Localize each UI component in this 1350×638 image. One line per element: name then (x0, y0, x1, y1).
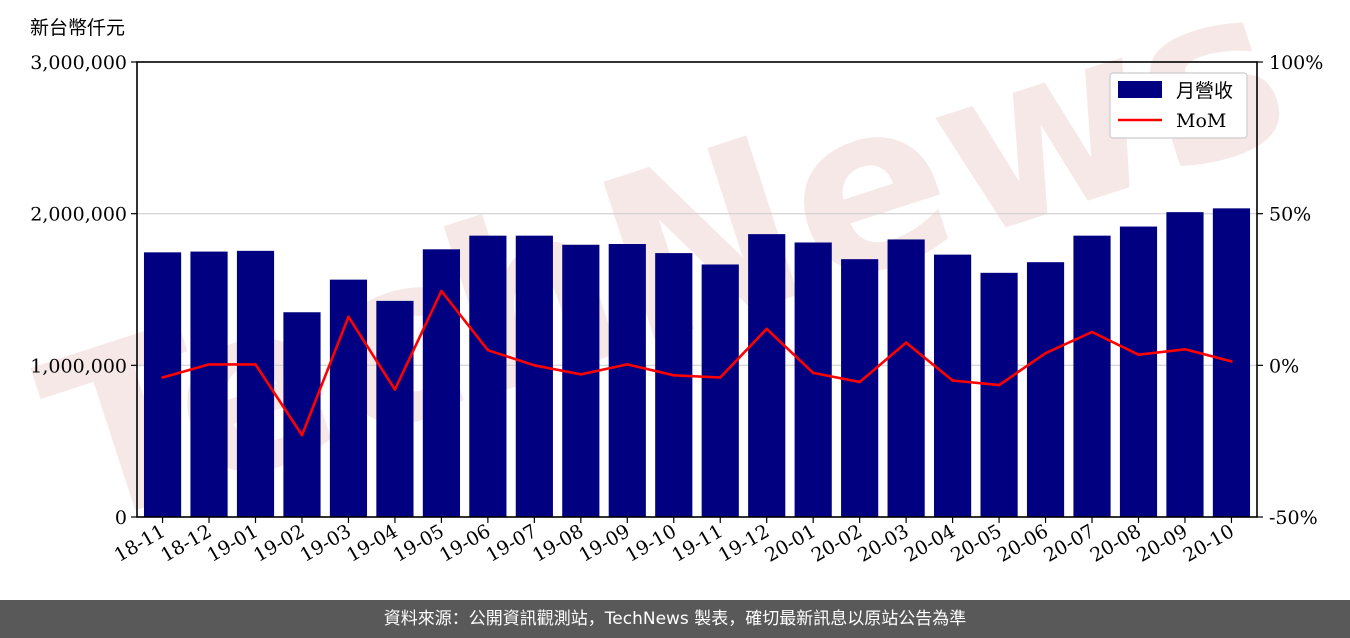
x-tick-label: 20-04 (901, 520, 959, 566)
right-tick-label: -50% (1269, 507, 1318, 529)
bar (980, 272, 1018, 517)
bar (143, 252, 182, 517)
mom-point (300, 433, 304, 437)
mom-line (162, 289, 1232, 437)
right-tick-label: 50% (1269, 204, 1311, 226)
x-tick-label: 20-01 (761, 520, 819, 566)
mom-point (765, 327, 769, 331)
bar (515, 235, 553, 518)
mom-point (440, 289, 443, 293)
x-tick-label: 20-06 (994, 520, 1052, 566)
chart: TechNews01,000,0002,000,0003,000,000-50%… (16, 0, 1324, 580)
plot-frame (136, 61, 1258, 518)
bar (329, 279, 368, 517)
x-tick-label: 19-04 (343, 520, 401, 566)
mom-point (672, 374, 676, 377)
bar (701, 264, 739, 517)
x-tick-label: 20-02 (808, 520, 866, 566)
unit-label: 新台幣仟元 (30, 17, 125, 39)
mom-point (811, 371, 815, 375)
bar (841, 259, 879, 517)
mom-point (207, 363, 211, 366)
x-tick-label: 20-03 (854, 520, 912, 566)
x-tick-label: 19-03 (297, 520, 355, 566)
chart-svg: TechNews01,000,0002,000,0003,000,000-50%… (16, 0, 1324, 580)
mom-point (858, 380, 861, 384)
bar (1073, 235, 1111, 518)
x-tick-label: 20-05 (947, 520, 1005, 566)
bar (469, 235, 507, 518)
mom-point (951, 379, 954, 382)
mom-point (254, 363, 257, 366)
bar (608, 244, 646, 517)
bar (748, 234, 786, 517)
mom-point (393, 388, 397, 391)
bar (376, 300, 414, 517)
mom-point (1137, 353, 1140, 357)
bar (655, 253, 693, 517)
mom-point (625, 363, 629, 366)
x-tick-label: 20-07 (1040, 520, 1098, 566)
mom-point (533, 364, 536, 367)
right-tick-label: 0% (1269, 355, 1299, 377)
mom-point (579, 373, 583, 376)
mom-point (161, 376, 164, 379)
x-tick-label: 19-06 (436, 520, 494, 566)
mom-point (1183, 347, 1187, 351)
bar (1166, 212, 1204, 517)
bar (1119, 226, 1158, 517)
mom-point (997, 383, 1001, 387)
mom-point (904, 341, 908, 344)
mom-point (1230, 360, 1233, 363)
x-tick-label: 19-09 (575, 520, 633, 566)
left-tick-label: 0 (115, 507, 127, 529)
left-tick-label: 2,000,000 (30, 204, 127, 226)
legend-label-bar: 月營收 (1176, 80, 1233, 102)
right-tick-label: 100% (1269, 52, 1323, 74)
x-tick-label: 20-08 (1087, 520, 1145, 566)
bar (562, 244, 600, 517)
bar (422, 249, 460, 517)
bar (190, 251, 228, 518)
legend-label-line: MoM (1176, 110, 1226, 132)
x-tick-label: 19-08 (529, 520, 587, 566)
x-tick-label: 20-09 (1133, 520, 1191, 566)
mom-point (347, 315, 350, 319)
source-footer: 資料來源：公開資訊觀測站，TechNews 製表，確切最新訊息以原站公告為準 (0, 600, 1350, 638)
left-tick-label: 1,000,000 (30, 355, 127, 377)
bar (934, 254, 972, 517)
x-tick-label: 19-12 (715, 520, 773, 566)
mom-point (486, 348, 490, 352)
legend-swatch-bar (1118, 81, 1162, 98)
bar (1026, 262, 1065, 517)
x-tick-label: 19-10 (622, 520, 680, 566)
x-tick-label: 19-05 (389, 520, 447, 566)
mom-point (1044, 351, 1047, 355)
bar (887, 239, 925, 517)
x-tick-label: 19-11 (668, 520, 726, 566)
x-tick-label: 19-07 (482, 520, 540, 566)
mom-point (1090, 330, 1094, 334)
x-tick-label: 20-10 (1179, 520, 1237, 566)
bar (794, 242, 832, 517)
mom-point (718, 376, 722, 379)
left-tick-label: 3,000,000 (30, 52, 127, 74)
